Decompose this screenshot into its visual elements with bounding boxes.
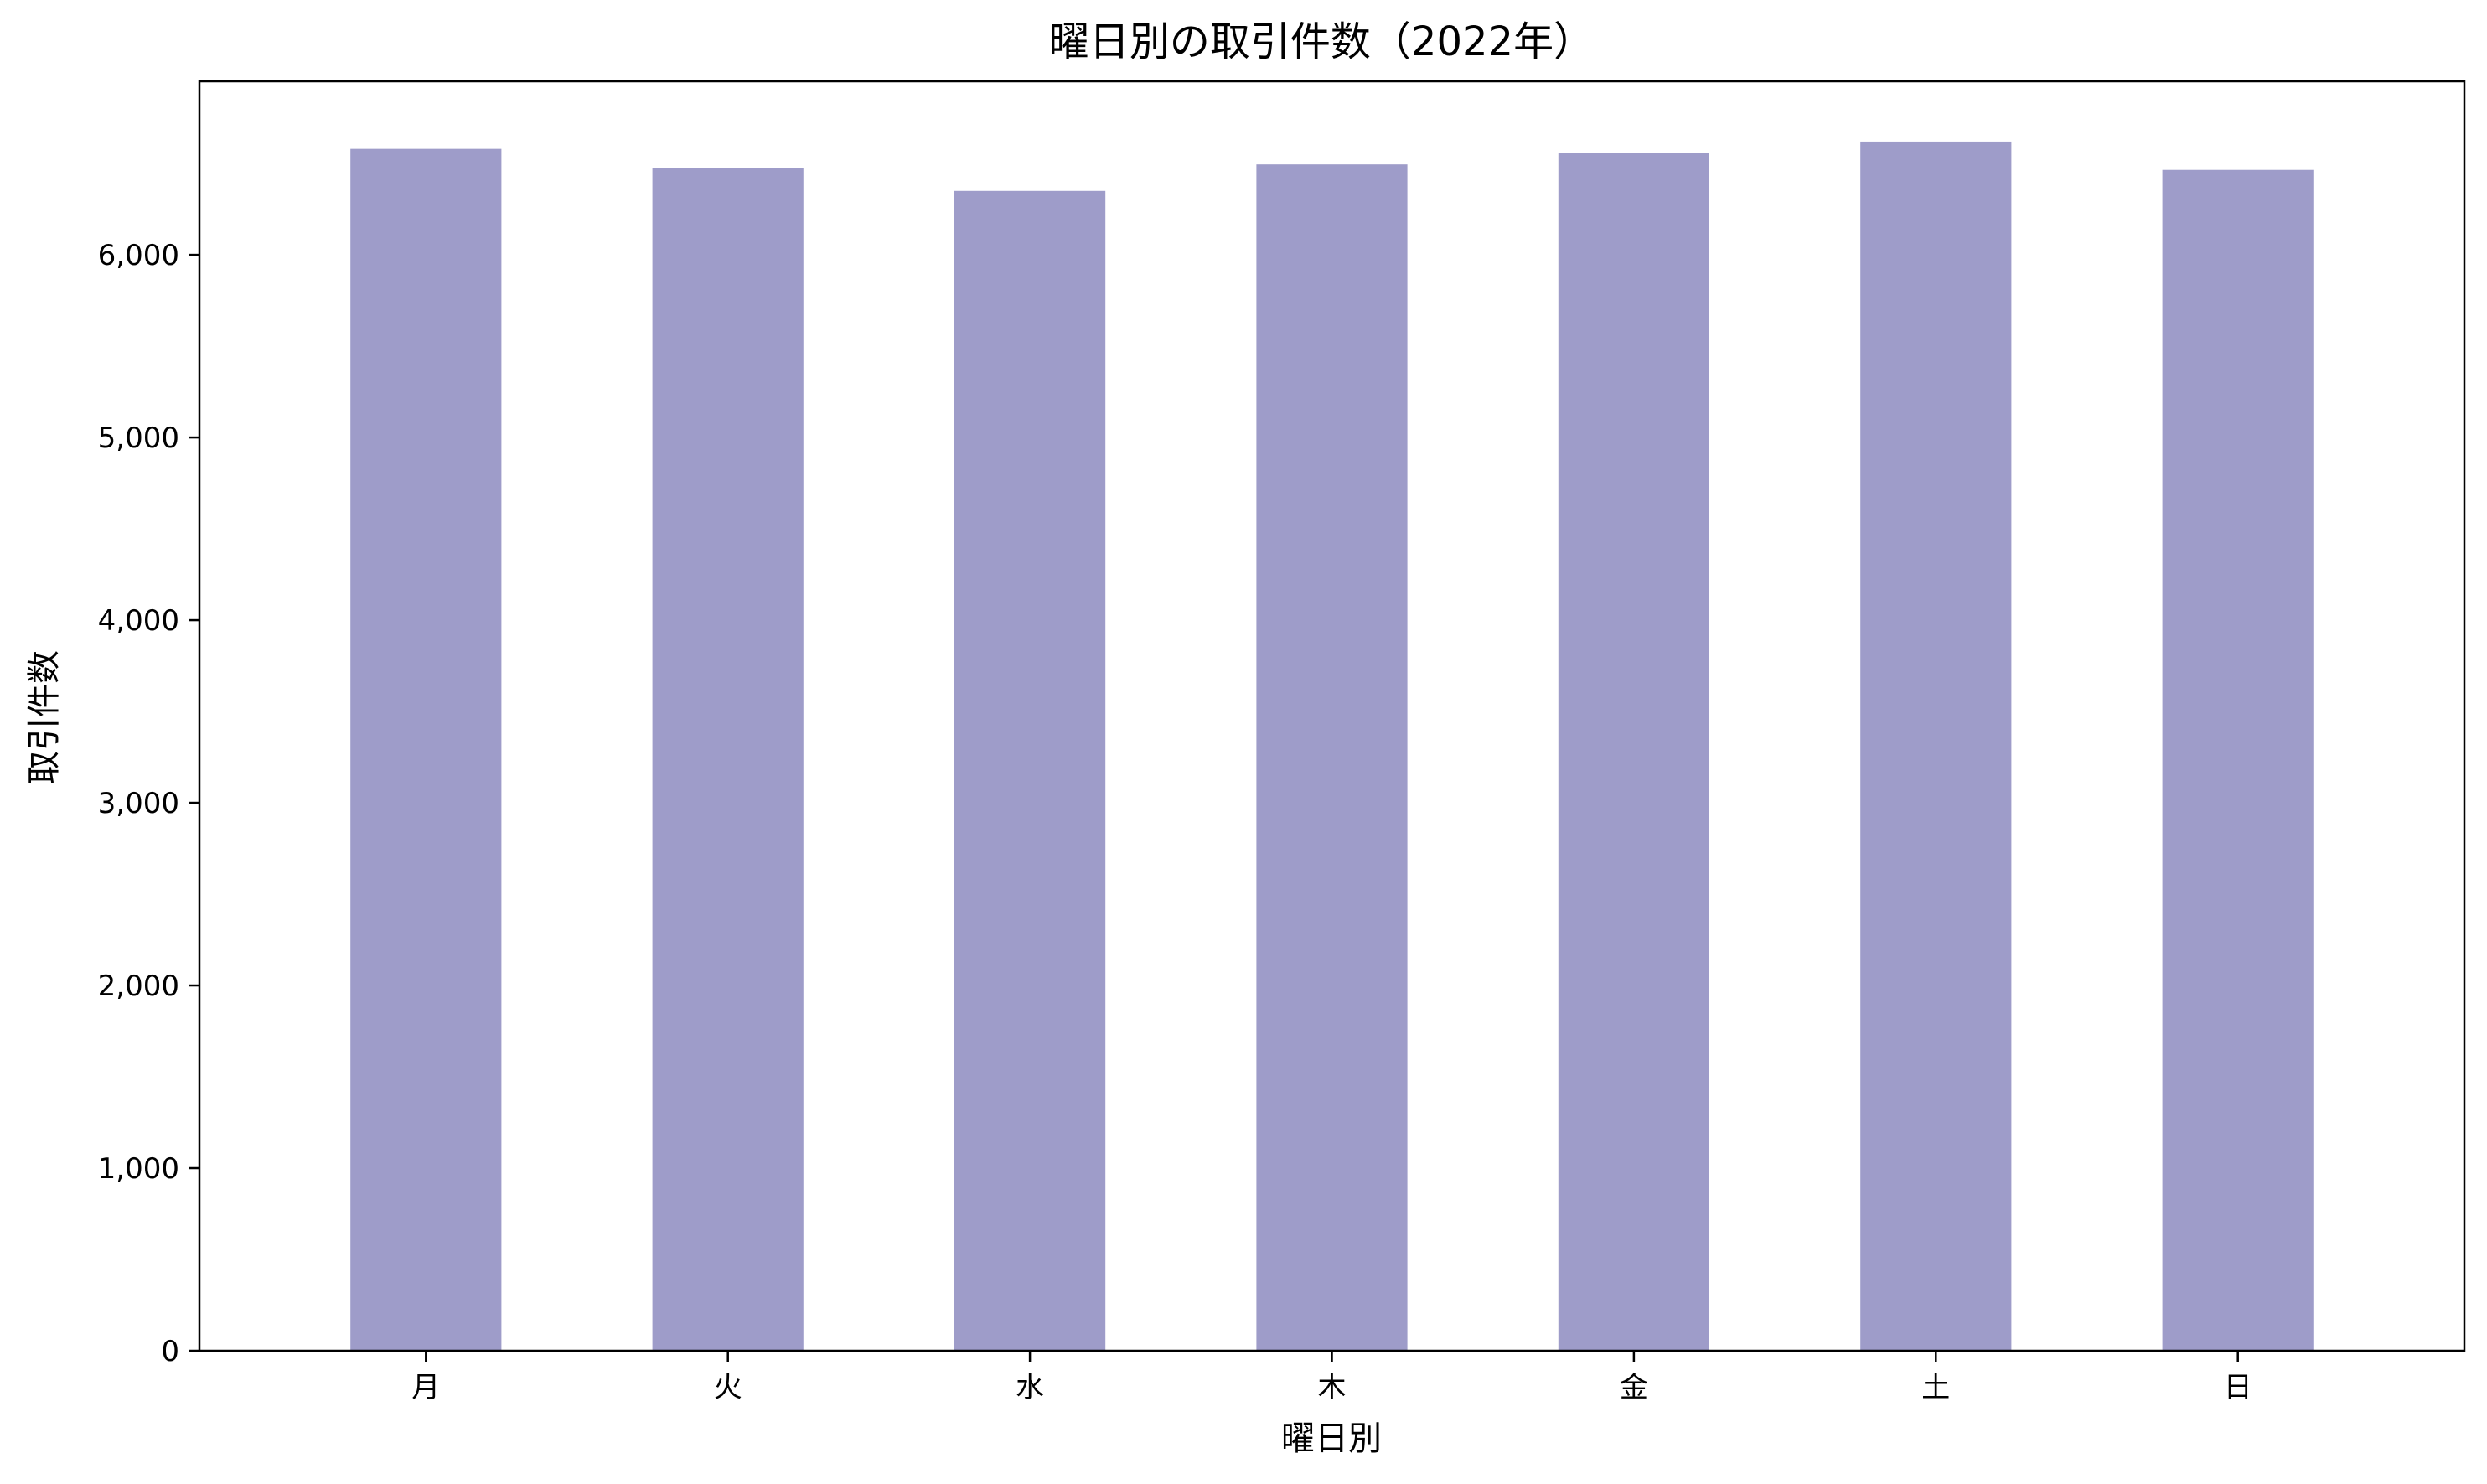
chart-title: 曜日別の取引件数（2022年） <box>1049 18 1594 65</box>
bar-1 <box>652 168 804 1351</box>
bar-2 <box>954 190 1106 1351</box>
y-tick-label-0: 0 <box>161 1335 179 1368</box>
y-axis: 0 1,000 2,000 3,000 4,000 5,000 6,000 <box>98 239 199 1368</box>
x-tick-label-6: 日 <box>2224 1371 2252 1404</box>
bar-6 <box>2162 169 2314 1351</box>
x-tick-label-0: 月 <box>411 1371 440 1404</box>
x-tick-label-5: 土 <box>1921 1371 1950 1404</box>
bars-group <box>350 141 2314 1352</box>
bar-3 <box>1256 164 1408 1351</box>
y-tick-label-3: 3,000 <box>98 787 179 820</box>
y-axis-label: 取引件数 <box>25 650 64 784</box>
bar-5 <box>1860 141 2012 1351</box>
y-tick-label-6: 6,000 <box>98 239 179 272</box>
x-tick-label-2: 水 <box>1016 1371 1044 1404</box>
x-tick-label-3: 木 <box>1318 1371 1347 1404</box>
bar-0 <box>350 148 502 1352</box>
y-tick-label-1: 1,000 <box>98 1152 179 1186</box>
y-tick-label-2: 2,000 <box>98 970 179 1003</box>
x-axis-label: 曜日別 <box>1281 1419 1382 1458</box>
y-tick-label-4: 4,000 <box>98 604 179 638</box>
bar-4 <box>1558 153 1709 1351</box>
x-tick-label-1: 火 <box>714 1371 742 1404</box>
y-tick-label-5: 5,000 <box>98 421 179 455</box>
x-tick-label-4: 金 <box>1620 1371 1648 1404</box>
x-axis: 月火水木金土日 <box>411 1351 2252 1404</box>
